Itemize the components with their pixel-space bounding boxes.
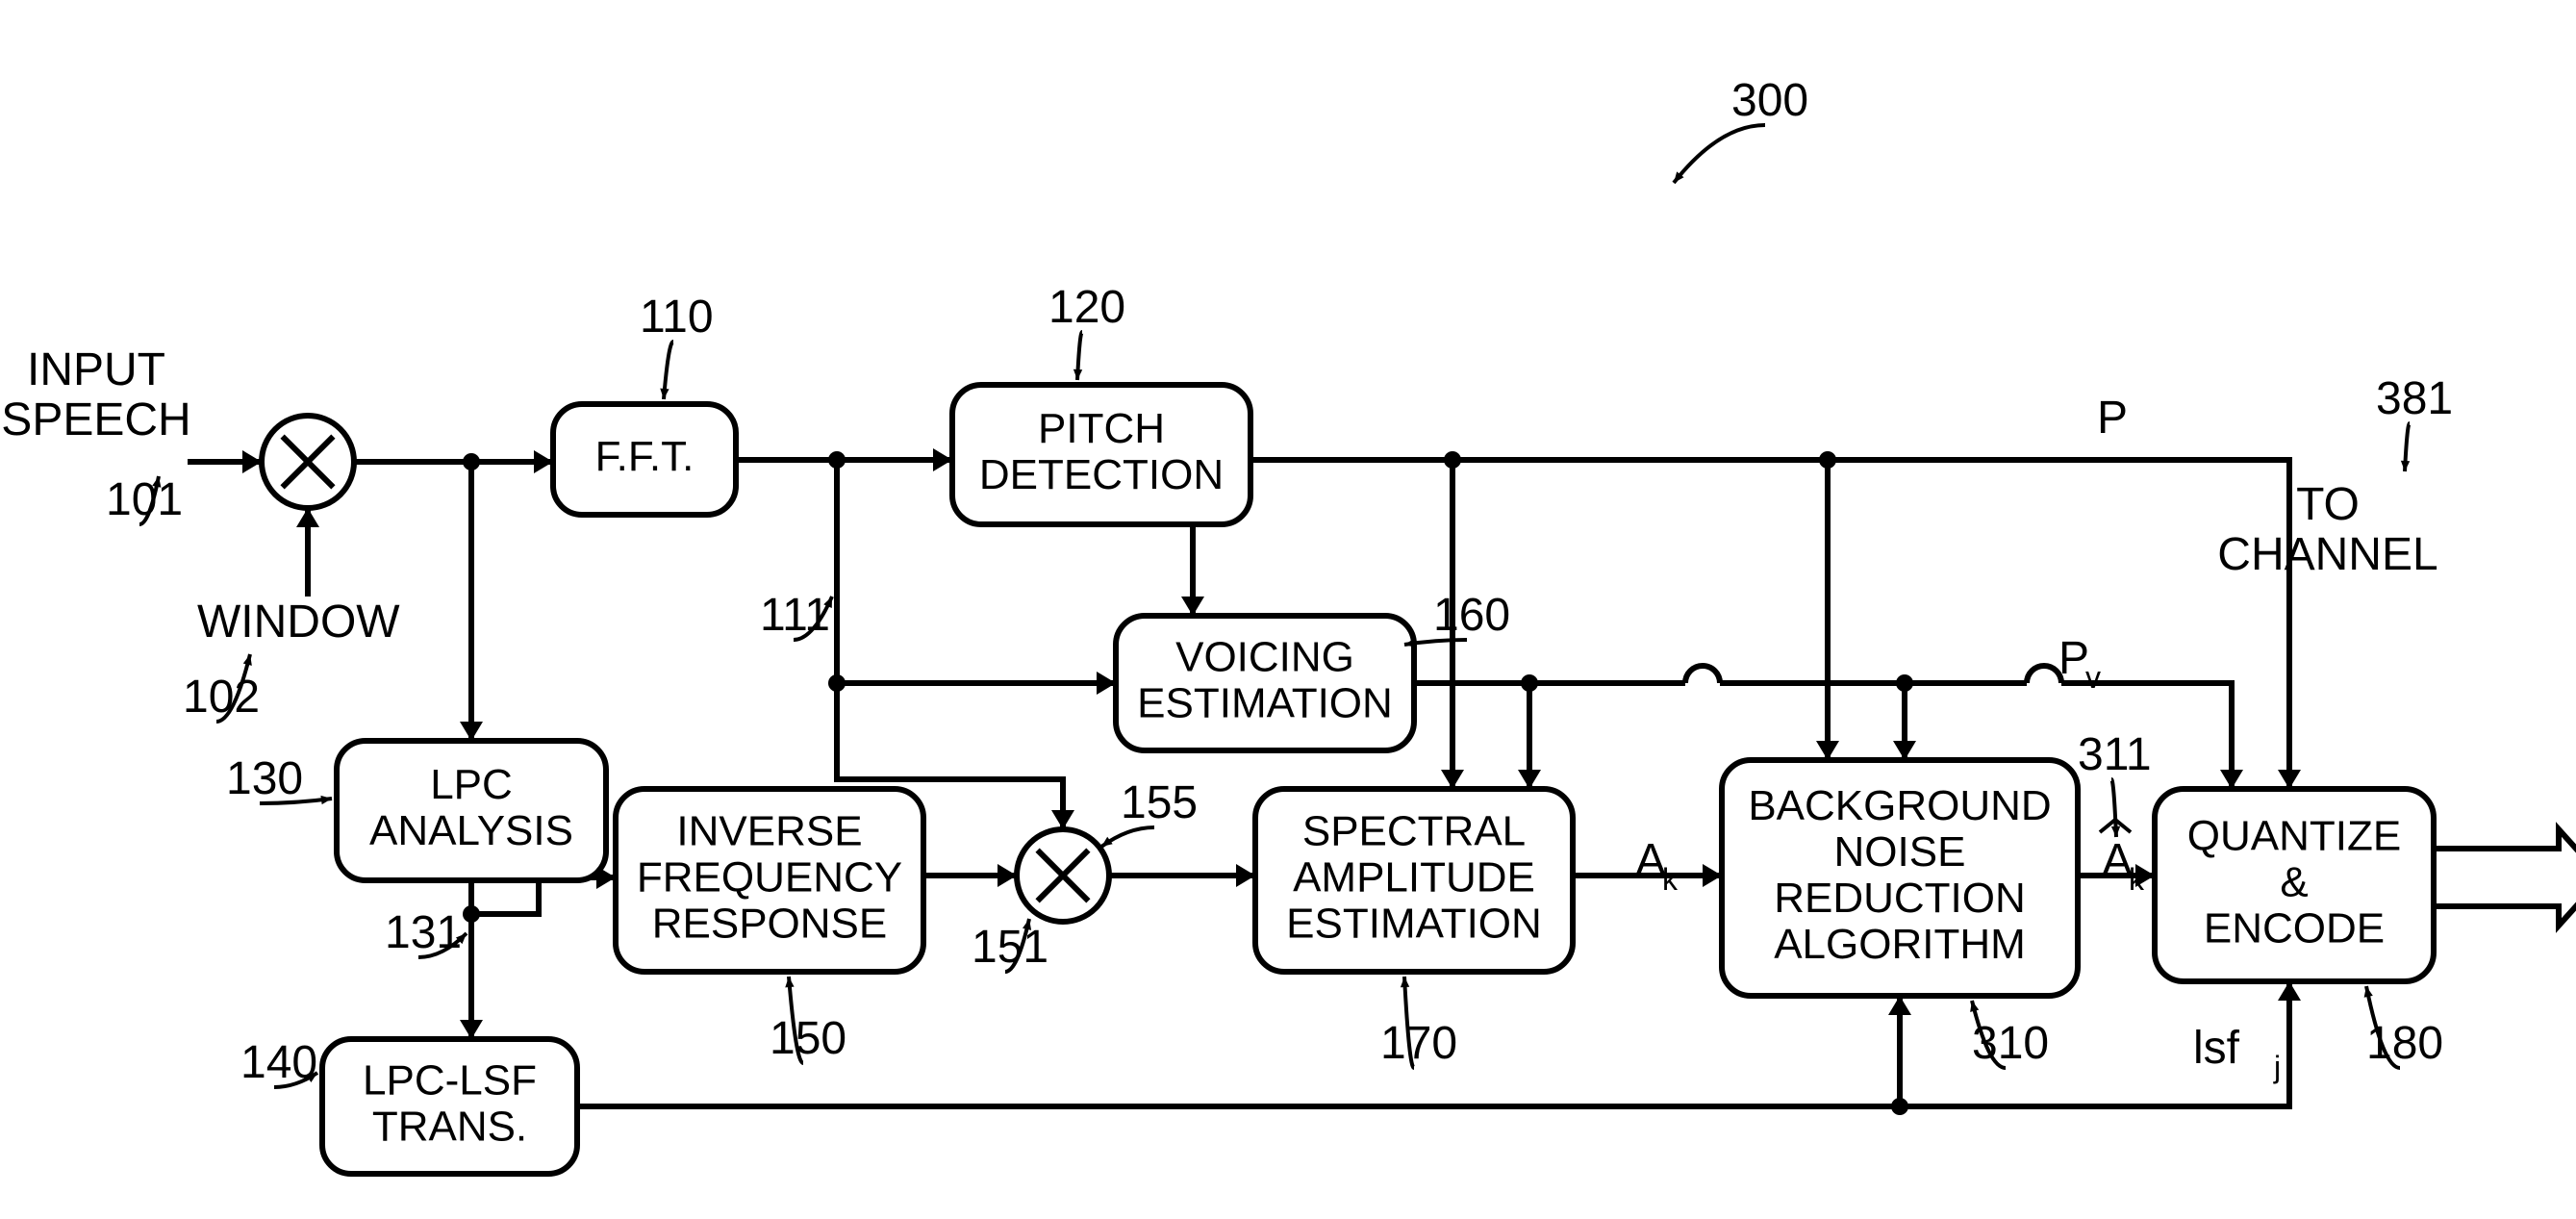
block-label: QUANTIZE xyxy=(2187,813,2401,860)
window-label: WINDOW xyxy=(197,597,400,648)
block-label: PITCH xyxy=(1038,405,1165,452)
ref-label-111: 111 xyxy=(760,590,830,641)
svg-text:v: v xyxy=(2085,660,2101,695)
block-label: LPC xyxy=(430,761,513,808)
block-label: ESTIMATION xyxy=(1137,680,1393,727)
ref-label-311: 311 xyxy=(2078,729,2152,780)
block-label: BACKGROUND xyxy=(1748,782,2051,829)
ref-label-130: 130 xyxy=(226,753,303,804)
block-label: LPC-LSF xyxy=(363,1057,537,1105)
block-label: VOICING xyxy=(1175,634,1354,681)
ref-label-131: 131 xyxy=(385,907,462,958)
block-label: DETECTION xyxy=(979,451,1224,498)
svg-text:j: j xyxy=(2273,1050,2281,1084)
block-label: NOISE xyxy=(1834,828,1966,876)
block-label: RESPONSE xyxy=(652,901,888,948)
signal-label: lsf xyxy=(2193,1023,2240,1074)
block-label: REDUCTION xyxy=(1774,875,2026,922)
block-label: ALGORITHM xyxy=(1774,921,2026,968)
block-label: F.F.T. xyxy=(595,433,695,480)
ref-label-101: 101 xyxy=(106,474,183,525)
ref-label-300: 300 xyxy=(1731,75,1808,126)
ref-label-120: 120 xyxy=(1048,282,1125,333)
block-label: ESTIMATION xyxy=(1286,901,1542,948)
block-label: AMPLITUDE xyxy=(1293,854,1535,902)
block-label: TRANS. xyxy=(372,1104,527,1151)
block-label: SPECTRAL xyxy=(1302,808,1526,855)
ref-label-110: 110 xyxy=(640,292,714,343)
svg-text:k: k xyxy=(1662,862,1679,897)
text-label: TO xyxy=(2296,479,2360,530)
block-label: FREQUENCY xyxy=(637,854,902,902)
ref-label-381: 381 xyxy=(2376,373,2453,424)
block-label: ANALYSIS xyxy=(369,807,573,854)
block-label: ENCODE xyxy=(2204,905,2385,952)
text-label: SPEECH xyxy=(1,394,190,445)
ref-label-151: 151 xyxy=(972,922,1048,973)
ref-label-102: 102 xyxy=(183,672,260,723)
ref-label-160: 160 xyxy=(1433,590,1510,641)
signal-label: P xyxy=(2097,393,2128,444)
ref-label-150: 150 xyxy=(770,1013,846,1064)
text-label: CHANNEL xyxy=(2217,529,2437,580)
ref-label-155: 155 xyxy=(1121,777,1198,828)
block-label: INVERSE xyxy=(676,808,862,855)
text-label: INPUT xyxy=(27,344,165,395)
svg-text:k: k xyxy=(2129,862,2145,897)
block-label: & xyxy=(2280,859,2308,906)
ref-label-180: 180 xyxy=(2366,1018,2443,1069)
ref-label-170: 170 xyxy=(1380,1018,1457,1069)
